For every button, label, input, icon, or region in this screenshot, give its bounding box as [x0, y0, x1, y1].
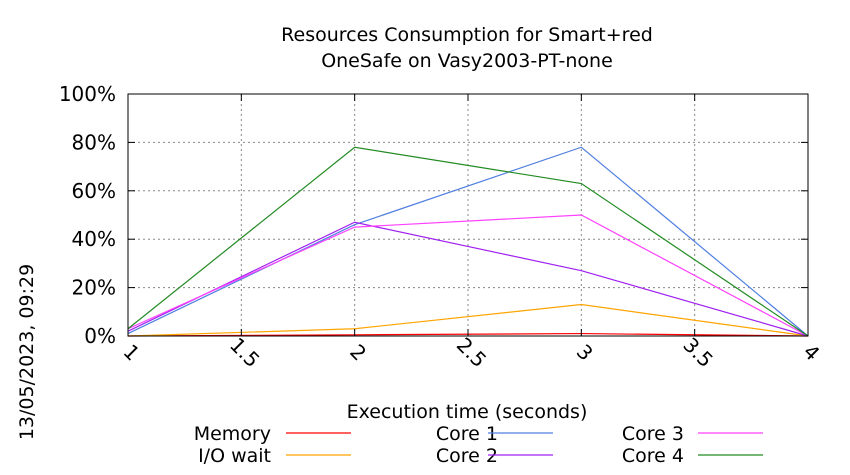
x-tick-label: 2.5 — [452, 333, 491, 372]
x-tick-label: 2 — [345, 339, 371, 365]
x-tick-label: 1.5 — [225, 333, 264, 372]
legend-label: Core 2 — [436, 445, 498, 467]
y-tick-label: 100% — [59, 82, 116, 106]
y-tick-label: 80% — [72, 130, 116, 154]
legend-label: Memory — [194, 423, 271, 445]
legend-label: Core 1 — [436, 423, 498, 445]
chart-title-line-2: OneSafe on Vasy2003-PT-none — [321, 50, 613, 72]
y-tick-label: 20% — [72, 276, 116, 300]
legend-label: I/O wait — [198, 445, 271, 467]
y-tick-label: 40% — [72, 227, 116, 251]
series-line-core-3 — [127, 214, 809, 337]
series-line-core-4 — [127, 146, 809, 337]
y-tick-label: 60% — [72, 179, 116, 203]
legend-label: Core 3 — [622, 423, 684, 445]
series-line-core-2 — [127, 221, 809, 337]
y-tick-label: 0% — [84, 324, 116, 348]
series-line-core-1 — [127, 146, 809, 337]
grid — [128, 94, 808, 336]
chart-title-line-1: Resources Consumption for Smart+red — [281, 24, 653, 46]
x-axis-label: Execution time (seconds) — [347, 401, 588, 423]
x-tick-label: 3.5 — [678, 333, 717, 372]
x-tick-label: 1 — [119, 339, 145, 365]
timestamp-label: 13/05/2023, 09:29 — [16, 264, 38, 440]
x-tick-label: 4 — [799, 339, 825, 365]
axis-ticks: 0% 20% 40% 60% 80% 100% 1 1.5 2 2.5 3 3.5 4 — [59, 82, 825, 372]
x-tick-label: 3 — [572, 339, 598, 365]
legend-label: Core 4 — [622, 445, 684, 467]
